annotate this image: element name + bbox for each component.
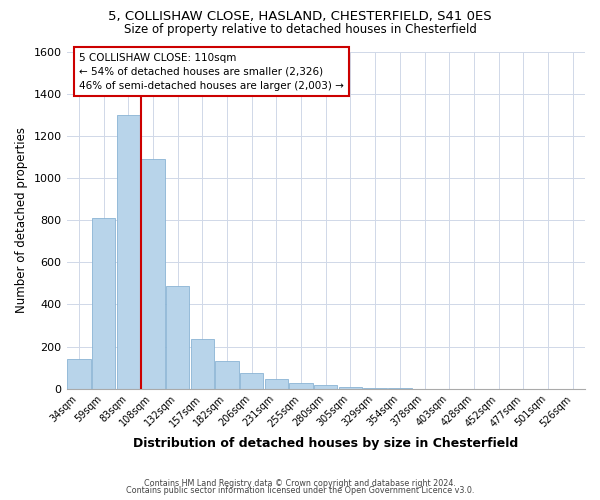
- Bar: [215, 362, 239, 389]
- Bar: [116, 114, 140, 389]
- Text: Contains HM Land Registry data © Crown copyright and database right 2024.: Contains HM Land Registry data © Crown c…: [144, 478, 456, 488]
- Y-axis label: Number of detached properties: Number of detached properties: [15, 127, 28, 313]
- Bar: [166, 286, 190, 389]
- Bar: [141, 159, 164, 389]
- Text: 5 COLLISHAW CLOSE: 110sqm
← 54% of detached houses are smaller (2,326)
46% of se: 5 COLLISHAW CLOSE: 110sqm ← 54% of detac…: [79, 52, 344, 90]
- Bar: [240, 373, 263, 389]
- Bar: [191, 340, 214, 389]
- X-axis label: Distribution of detached houses by size in Chesterfield: Distribution of detached houses by size …: [133, 437, 518, 450]
- Text: Contains public sector information licensed under the Open Government Licence v3: Contains public sector information licen…: [126, 486, 474, 495]
- Bar: [67, 360, 91, 389]
- Bar: [265, 378, 288, 389]
- Bar: [314, 385, 337, 389]
- Text: Size of property relative to detached houses in Chesterfield: Size of property relative to detached ho…: [124, 22, 476, 36]
- Bar: [364, 388, 387, 389]
- Bar: [339, 387, 362, 389]
- Bar: [92, 218, 115, 389]
- Text: 5, COLLISHAW CLOSE, HASLAND, CHESTERFIELD, S41 0ES: 5, COLLISHAW CLOSE, HASLAND, CHESTERFIEL…: [108, 10, 492, 23]
- Bar: [289, 383, 313, 389]
